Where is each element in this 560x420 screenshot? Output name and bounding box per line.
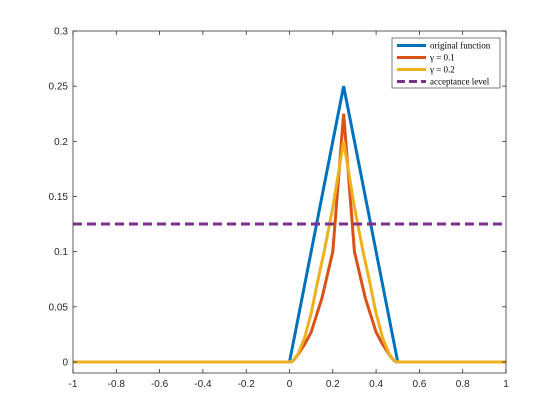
y-tick-label: 0.15 xyxy=(49,192,69,203)
x-tick-label: 1 xyxy=(503,379,509,390)
x-tick-label: 0.6 xyxy=(412,379,426,390)
legend-label-2: γ = 0.2 xyxy=(429,65,455,75)
tick-layer: -1 -0.8 -0.6 -0.4 -0.2 0 0.2 0.4 0.6 0.8 1 0 0.05 0.1… xyxy=(49,27,510,391)
x-tick-label: 0.4 xyxy=(369,379,383,390)
series-layer xyxy=(73,85,506,364)
y-tick-label: 0.3 xyxy=(54,27,68,38)
series-line-2 xyxy=(73,141,506,364)
y-tick-label: 0 xyxy=(62,357,68,368)
y-tick-label: 0.05 xyxy=(49,302,69,313)
y-tick-label: 0.1 xyxy=(54,247,68,258)
legend-label-1: γ = 0.1 xyxy=(429,53,455,63)
y-tick-label: 0.25 xyxy=(49,82,69,93)
x-tick-label: 0.8 xyxy=(456,379,470,390)
x-tick-label: 0.2 xyxy=(326,379,340,390)
legend-label-0: original function xyxy=(430,41,491,51)
legend-label-3: acceptance level xyxy=(430,77,490,87)
x-tick-label: -0.6 xyxy=(151,379,169,390)
x-tick-label: -0.8 xyxy=(108,379,126,390)
x-tick-label: 0 xyxy=(287,379,293,390)
x-tick-label: -1 xyxy=(69,379,78,390)
legend: original function γ = 0.1 γ = 0.2 acceptanc… xyxy=(391,37,501,89)
x-tick-label: -0.4 xyxy=(194,379,212,390)
y-tick-label: 0.2 xyxy=(54,137,68,148)
x-tick-label: -0.2 xyxy=(238,379,256,390)
